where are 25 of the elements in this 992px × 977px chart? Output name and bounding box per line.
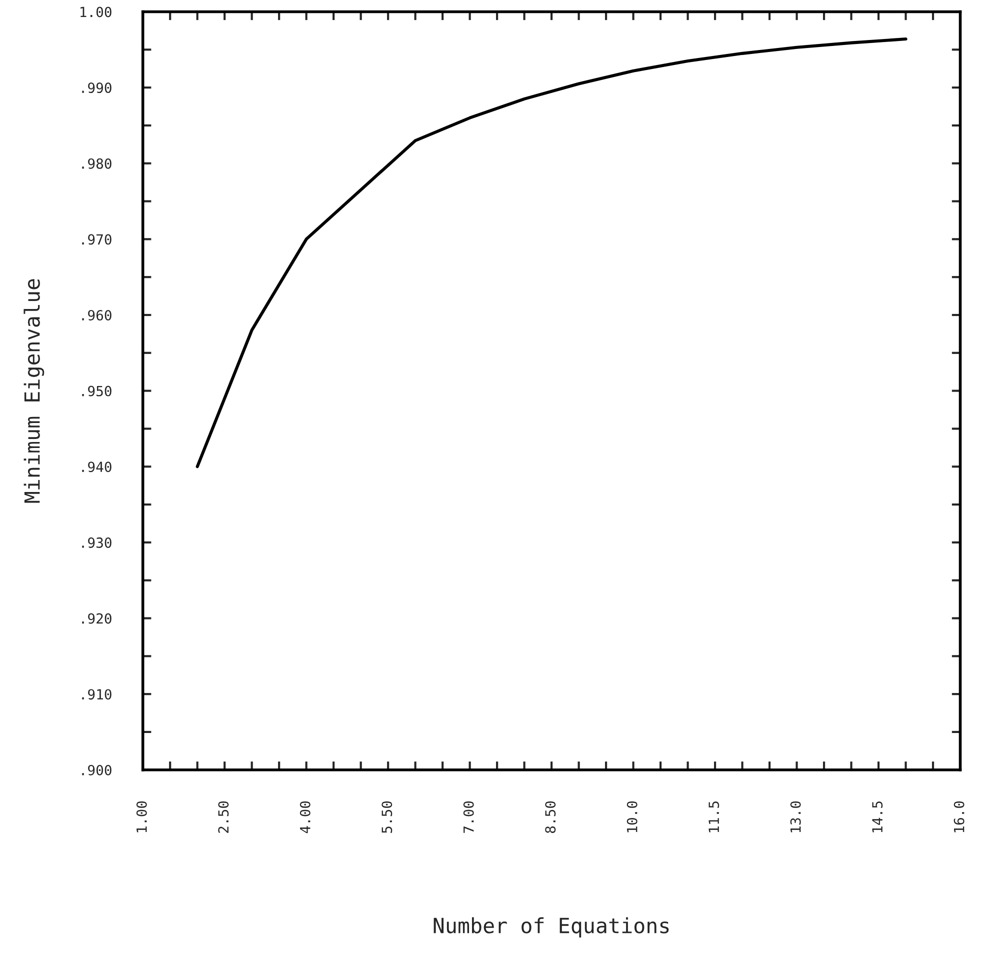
- line-series: [196, 37, 908, 468]
- x-tick-label: 1.00: [136, 801, 147, 832]
- x-tick-label: 2.50: [218, 801, 229, 833]
- y-tick-label: .990: [82, 82, 112, 94]
- x-axis-title: Number of Equations: [434, 917, 669, 938]
- x-tick-label: 11.5: [708, 802, 720, 832]
- x-tick-label: 8.50: [545, 801, 556, 833]
- x-tick-label: 16.0: [954, 801, 964, 832]
- y-tick-label: .960: [82, 310, 112, 320]
- x-tick-label: 10.0: [626, 801, 638, 832]
- y-tick-label: .920: [82, 613, 112, 624]
- x-tick-label: 13.0: [790, 801, 801, 832]
- y-tick-label: .930: [82, 537, 112, 548]
- x-tick-label: 7.00: [463, 801, 474, 833]
- y-tick-label: .980: [82, 158, 112, 169]
- y-axis-title: Minimum Eigenvalue: [24, 279, 44, 503]
- y-tick-label: 1.00: [80, 6, 112, 18]
- y-tick-label: .970: [82, 234, 112, 245]
- x-tick-label: 14.5: [872, 802, 883, 832]
- y-tick-label: .910: [82, 689, 112, 700]
- x-tick-label: 5.50: [382, 801, 392, 833]
- y-tick-label: .940: [82, 462, 112, 472]
- y-tick-label: .950: [82, 386, 112, 396]
- x-tick-label: 4.00: [300, 801, 310, 834]
- y-tick-label: .900: [82, 764, 112, 776]
